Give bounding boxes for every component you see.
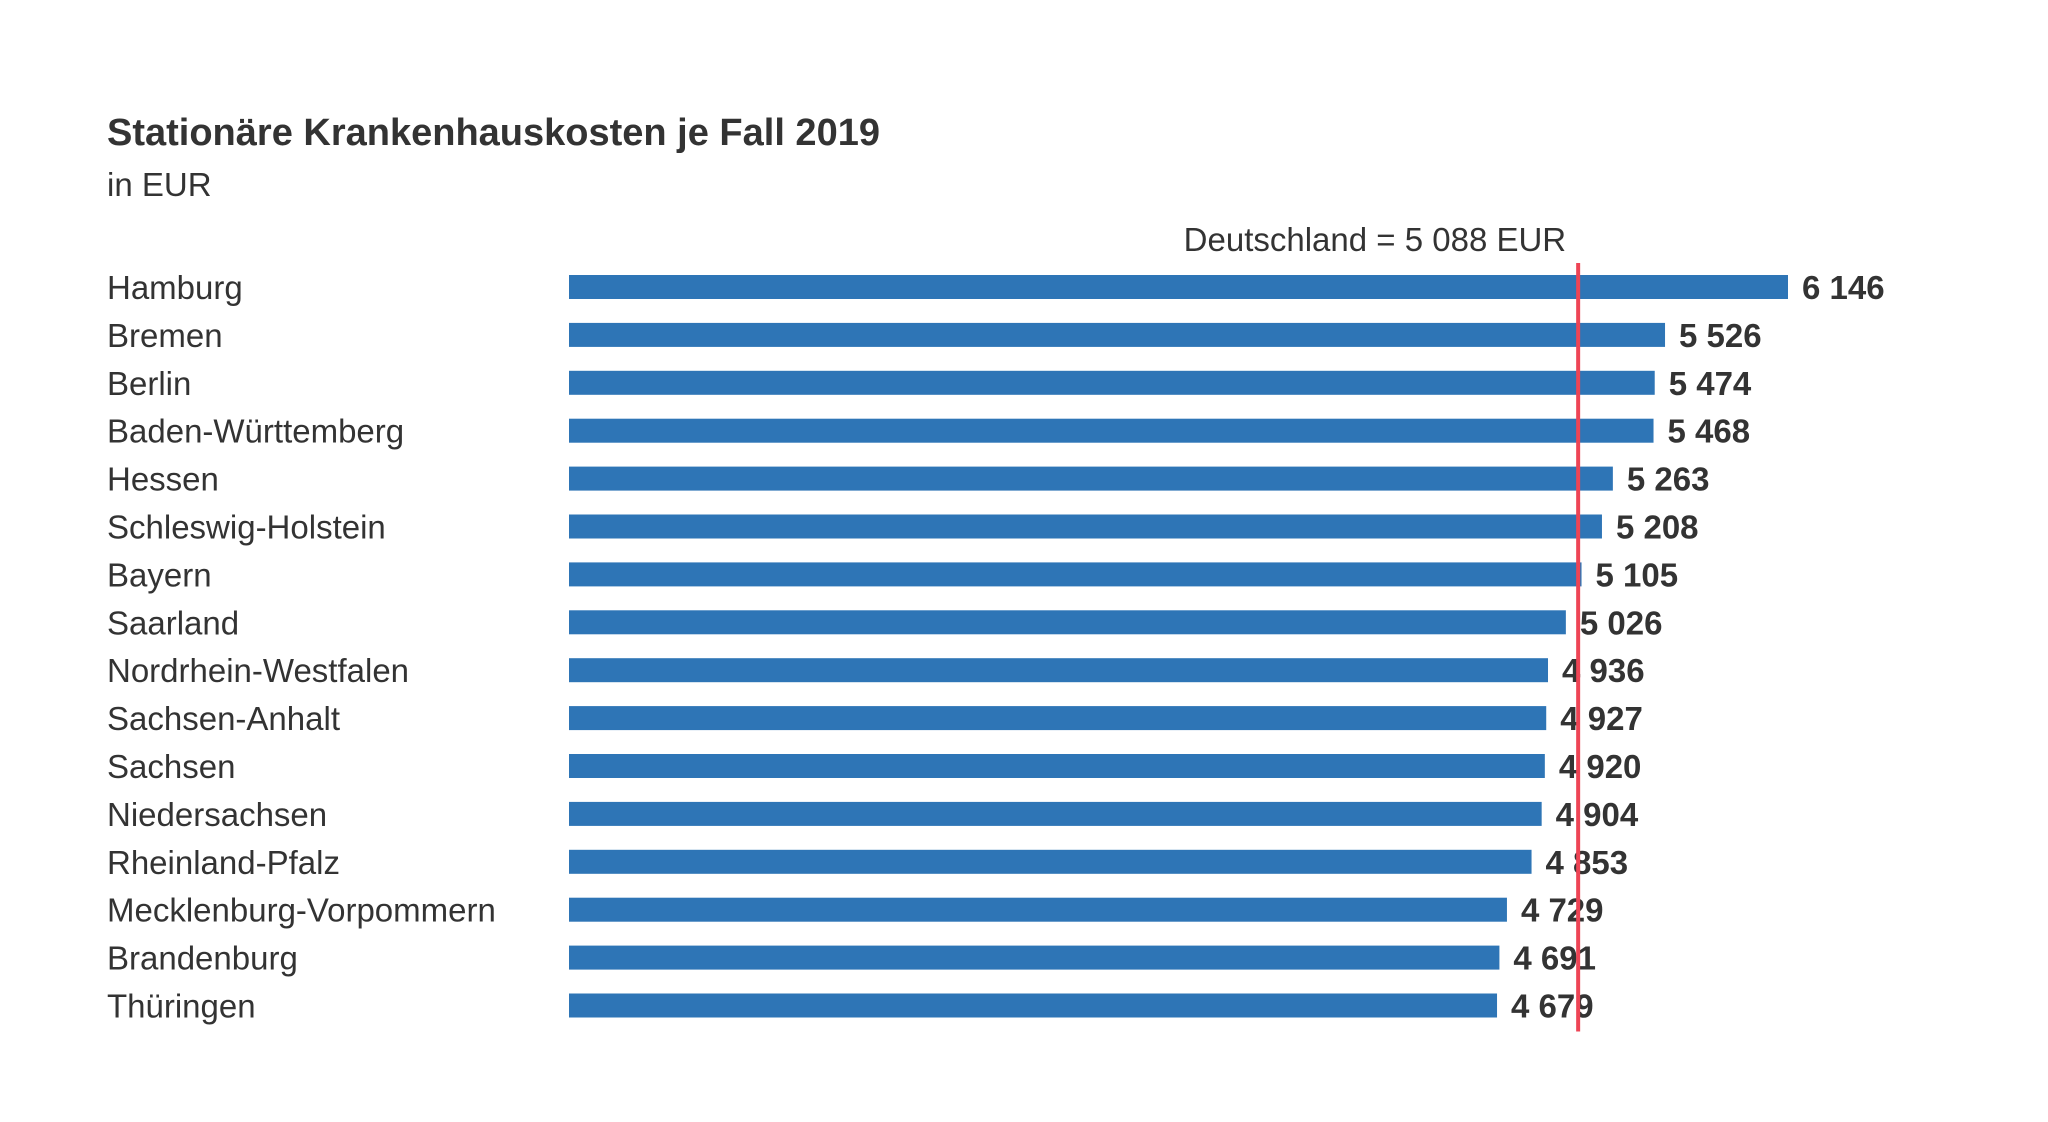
bar bbox=[569, 897, 1507, 922]
bar bbox=[569, 706, 1547, 731]
category-label: Thüringen bbox=[107, 988, 256, 1025]
value-label: 5 026 bbox=[1580, 604, 1663, 641]
bar bbox=[569, 418, 1654, 443]
value-label: 5 474 bbox=[1669, 365, 1752, 402]
category-label: Niedersachsen bbox=[107, 796, 327, 833]
category-label: Baden-Württemberg bbox=[107, 413, 404, 450]
bar bbox=[569, 801, 1542, 826]
bar bbox=[569, 275, 1788, 299]
bars-layer: Hamburg 6 146 Bremen 5 526 Berlin 5 474 Baden-… bbox=[107, 269, 1885, 1025]
bar bbox=[569, 754, 1545, 778]
value-label: 5 105 bbox=[1596, 556, 1679, 593]
category-label: Brandenburg bbox=[107, 940, 298, 977]
chart-subtitle: in EUR bbox=[107, 166, 212, 203]
value-label: 4 853 bbox=[1546, 844, 1629, 881]
bar bbox=[569, 322, 1666, 347]
value-label: 4 904 bbox=[1556, 796, 1639, 833]
value-label: 5 263 bbox=[1627, 461, 1710, 498]
value-label: 5 526 bbox=[1679, 317, 1762, 354]
value-label: 4 936 bbox=[1562, 652, 1645, 689]
value-label: 5 468 bbox=[1668, 413, 1751, 450]
bar bbox=[569, 658, 1549, 683]
value-label: 6 146 bbox=[1802, 269, 1885, 306]
bar bbox=[569, 466, 1613, 491]
bar bbox=[569, 562, 1582, 587]
chart-title: Stationäre Krankenhauskosten je Fall 201… bbox=[107, 112, 880, 154]
category-label: Mecklenburg-Vorpommern bbox=[107, 892, 496, 929]
category-label: Hamburg bbox=[107, 269, 243, 306]
category-label: Sachsen-Anhalt bbox=[107, 700, 340, 737]
bar bbox=[569, 514, 1602, 539]
category-label: Rheinland-Pfalz bbox=[107, 844, 340, 881]
bar bbox=[569, 993, 1498, 1018]
bar bbox=[569, 945, 1500, 970]
value-label: 4 691 bbox=[1513, 940, 1596, 977]
bar bbox=[569, 849, 1532, 874]
bar bbox=[569, 370, 1655, 395]
category-label: Berlin bbox=[107, 365, 191, 402]
value-label: 4 920 bbox=[1559, 748, 1642, 785]
category-label: Saarland bbox=[107, 604, 239, 641]
reference-layer: Deutschland = 5 088 EUR bbox=[1184, 221, 1581, 1032]
value-label: 4 729 bbox=[1521, 892, 1604, 929]
category-label: Bayern bbox=[107, 556, 212, 593]
category-label: Schleswig-Holstein bbox=[107, 509, 386, 546]
reference-line-label: Deutschland = 5 088 EUR bbox=[1184, 221, 1566, 258]
category-label: Sachsen bbox=[107, 748, 235, 785]
category-label: Hessen bbox=[107, 461, 219, 498]
category-label: Nordrhein-Westfalen bbox=[107, 652, 409, 689]
bar bbox=[569, 610, 1566, 635]
value-label: 4 927 bbox=[1560, 700, 1643, 737]
value-label: 4 679 bbox=[1511, 988, 1594, 1025]
value-label: 5 208 bbox=[1616, 509, 1699, 546]
category-label: Bremen bbox=[107, 317, 223, 354]
